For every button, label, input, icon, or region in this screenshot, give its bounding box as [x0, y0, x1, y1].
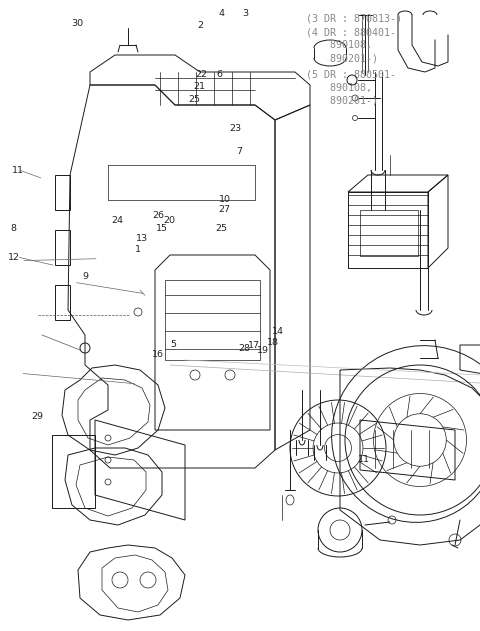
Text: 890201-): 890201-)	[306, 54, 378, 64]
Text: 18: 18	[267, 338, 278, 346]
Text: 21: 21	[193, 82, 205, 91]
Text: 27: 27	[219, 205, 231, 214]
Text: 10: 10	[219, 195, 231, 204]
Text: 11: 11	[12, 166, 24, 175]
Text: (5 DR : 880501-: (5 DR : 880501-	[306, 69, 396, 80]
Text: 24: 24	[111, 216, 124, 225]
Text: 16: 16	[152, 350, 163, 359]
Text: 15: 15	[156, 224, 168, 233]
Text: 26: 26	[153, 211, 164, 220]
Text: 28: 28	[238, 344, 250, 353]
Text: 11: 11	[358, 455, 370, 464]
Text: (3 DR : 870813-): (3 DR : 870813-)	[306, 14, 402, 24]
Text: 14: 14	[272, 327, 283, 336]
Text: 30: 30	[72, 20, 84, 28]
Text: 890201-): 890201-)	[306, 96, 378, 106]
Text: 4: 4	[219, 9, 225, 18]
Text: 2: 2	[198, 21, 204, 30]
Text: 25: 25	[188, 95, 201, 103]
Text: 12: 12	[8, 253, 20, 262]
Text: 13: 13	[135, 234, 148, 243]
Text: 6: 6	[217, 70, 223, 79]
Text: 890108,: 890108,	[306, 83, 372, 93]
Text: 1: 1	[135, 245, 141, 254]
Text: 17: 17	[248, 341, 259, 350]
Text: 3: 3	[242, 9, 248, 18]
Text: 9: 9	[83, 272, 88, 281]
Text: 7: 7	[236, 147, 242, 156]
Text: (4 DR : 880401-: (4 DR : 880401-	[306, 27, 396, 37]
Text: 19: 19	[257, 346, 269, 355]
Text: 22: 22	[196, 70, 207, 79]
Text: 25: 25	[215, 224, 227, 233]
Text: 8: 8	[11, 224, 16, 233]
Text: 23: 23	[229, 124, 241, 133]
Text: 29: 29	[31, 412, 43, 421]
Text: 5: 5	[170, 340, 176, 349]
Text: 890108,: 890108,	[306, 40, 372, 50]
Text: 20: 20	[163, 216, 175, 225]
